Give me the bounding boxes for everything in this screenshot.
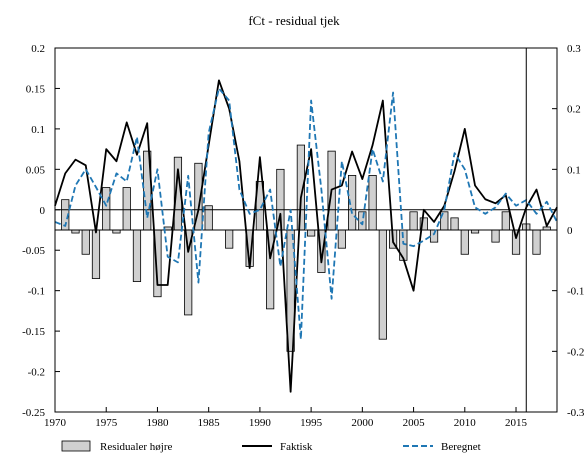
- x-tick-label: 1980: [146, 417, 169, 429]
- residual-bar: [266, 229, 275, 310]
- x-tick-label: 2005: [403, 417, 426, 429]
- residual-bar: [91, 229, 101, 279]
- y-left-tick-label: 0.1: [31, 124, 45, 136]
- y-left-tick-label: -0.1: [28, 286, 45, 298]
- residual-bar: [501, 211, 510, 231]
- x-tick-label: 1970: [44, 417, 67, 429]
- residual-bar: [122, 187, 131, 231]
- y-right-tick-label: 0.1: [567, 164, 581, 176]
- y-left-tick-label: 0.05: [26, 164, 46, 176]
- residual-bar: [81, 229, 90, 255]
- series-lines: [54, 79, 558, 393]
- y-left-tick-label: 0: [40, 205, 46, 217]
- residual-bar: [511, 229, 521, 255]
- residual-bar: [450, 217, 459, 231]
- y-left-tick-label: 0.2: [31, 43, 45, 55]
- residual-bar: [409, 211, 418, 231]
- x-tick-label: 2015: [505, 417, 528, 429]
- y-left-tick-label: -0.25: [22, 407, 45, 419]
- y-left-tick-label: -0.15: [22, 326, 45, 338]
- series-line-beregnet: [54, 87, 558, 341]
- legend-label: Faktisk: [280, 441, 313, 453]
- x-tick-label: 2010: [454, 417, 477, 429]
- y-axis-right: -0.3 -0.2 -0.1 0 0.1 0.2 0.3: [552, 43, 585, 419]
- residual-bar: [460, 229, 469, 255]
- legend: Residualer højre Faktisk Beregnet: [61, 440, 481, 453]
- x-tick-label: 1995: [300, 417, 323, 429]
- y-right-tick-label: -0.1: [567, 286, 584, 298]
- x-tick-label: 1975: [95, 417, 118, 429]
- residual-bar: [378, 229, 387, 340]
- chart-title: fCt - residual tjek: [248, 13, 340, 28]
- y-right-tick-label: -0.2: [567, 346, 584, 358]
- x-tick-label: 1990: [249, 417, 272, 429]
- residual-bar: [358, 211, 367, 231]
- legend-swatch-bar: [61, 440, 91, 452]
- x-axis: 1970 1975 1980 1985 1990 1995 2000 2005 2010 2015: [44, 407, 528, 429]
- legend-label: Beregnet: [441, 441, 481, 453]
- x-tick-label: 2000: [351, 417, 374, 429]
- x-tick-label: 1985: [198, 417, 221, 429]
- y-right-tick-label: 0.3: [567, 43, 581, 55]
- residual-bar: [491, 229, 500, 243]
- y-left-tick-label: -0.2: [28, 367, 45, 379]
- residual-bar: [102, 187, 111, 231]
- residual-bar: [132, 229, 142, 282]
- y-axis-left: -0.25 -0.2 -0.15 -0.1 -0.05 0 0.05 0.1 0.15 0.2: [22, 43, 60, 419]
- residual-bar: [225, 229, 234, 249]
- residual-bar: [368, 174, 377, 231]
- legend-label: Residualer højre: [100, 441, 173, 453]
- residual-bar: [337, 229, 346, 249]
- residual-bar: [532, 229, 541, 255]
- y-right-tick-label: -0.3: [567, 407, 585, 419]
- y-left-tick-label: 0.15: [26, 83, 46, 95]
- y-right-tick-label: 0.2: [567, 104, 581, 116]
- y-right-tick-label: 0: [567, 225, 573, 237]
- residual-bar: [307, 229, 316, 237]
- residual-bars: [61, 144, 551, 352]
- y-left-tick-label: -0.05: [22, 245, 45, 257]
